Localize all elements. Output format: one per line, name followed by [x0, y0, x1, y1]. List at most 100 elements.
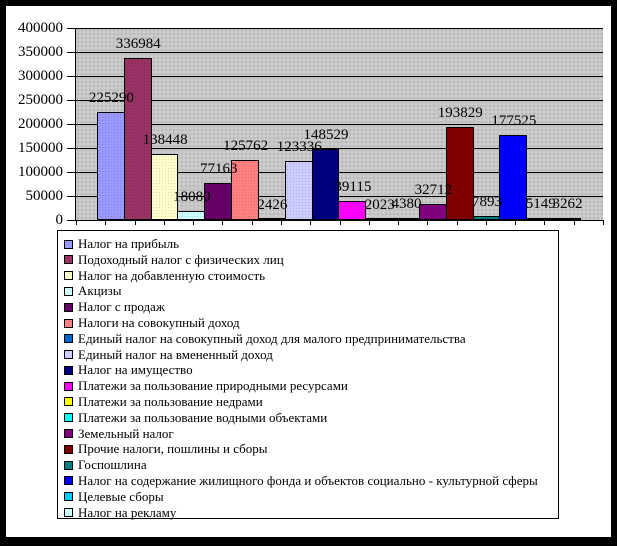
x-axis-tick	[456, 220, 458, 225]
legend-item-label: Налог с продаж	[78, 299, 165, 315]
gridline	[76, 124, 603, 125]
x-axis-tick	[134, 220, 136, 225]
bar-value-label: 77163	[199, 160, 238, 177]
bar-value-label: 3262	[552, 196, 583, 213]
legend-item-label: Платежи за пользование недрами	[78, 393, 263, 409]
legend-item-label: Налог на добавленную стоимость	[78, 267, 266, 283]
legend-item: Подоходный налог с физических лиц	[58, 252, 558, 268]
legend-item-label: Прочие налоги, пошлины и сборы	[78, 441, 268, 457]
legend-item-label: Платежи за пользование природными ресурс…	[78, 378, 348, 394]
legend-swatch-icon	[64, 286, 73, 296]
gridline	[76, 28, 603, 29]
y-axis-tick-label: 200000	[18, 116, 63, 132]
legend-item-label: Акцизы	[78, 283, 122, 299]
x-axis-tick	[163, 220, 165, 225]
y-axis-tick	[67, 196, 76, 197]
legend-swatch-icon	[64, 255, 73, 265]
legend-item-label: Единый налог на совокупный доход для мал…	[78, 330, 466, 346]
legend-swatch-icon	[64, 460, 73, 470]
bar-13	[418, 204, 447, 220]
legend-swatch-icon	[64, 302, 73, 312]
y-axis-tick	[67, 124, 76, 125]
legend-item: Единый налог на совокупный доход для мал…	[58, 331, 558, 347]
bar-value-label: 138448	[142, 131, 188, 148]
y-axis-tick-label: 400000	[18, 20, 63, 36]
legend-item-label: Налог на содержание жилищного фонда и об…	[78, 472, 538, 488]
y-axis-tick-label: 250000	[18, 92, 63, 108]
gridline	[76, 172, 603, 173]
y-axis-tick-label: 100000	[18, 164, 63, 180]
y-axis-tick-label: 150000	[18, 140, 63, 156]
y-axis-tick	[67, 148, 76, 149]
legend-swatch-icon	[64, 318, 73, 328]
x-axis-tick	[251, 220, 253, 225]
bar-value-label: 32712	[414, 182, 453, 199]
legend-item: Единый налог на вмененный доход	[58, 347, 558, 363]
bar-value-label: 5149	[525, 195, 556, 212]
legend-item-label: Налог на рекламу	[78, 504, 177, 520]
legend-item-label: Налог на имущество	[78, 362, 193, 378]
plot-area	[76, 28, 603, 220]
legend-swatch-icon	[64, 444, 73, 454]
legend-item-label: Подоходный налог с физических лиц	[78, 251, 284, 267]
bar-2	[123, 58, 152, 220]
x-axis-tick	[427, 220, 429, 225]
bar-value-label: 2426	[257, 196, 288, 213]
legend-item: Земельный налог	[58, 426, 558, 442]
bar-10	[338, 201, 367, 220]
gridline	[76, 76, 603, 77]
bar-value-label: 336984	[115, 36, 161, 53]
x-axis-tick	[105, 220, 107, 225]
legend-item: Прочие налоги, пошлины и сборы	[58, 441, 558, 457]
y-axis-tick	[67, 52, 76, 53]
bar-16	[499, 134, 528, 220]
y-axis-tick-label: 50000	[25, 188, 64, 204]
legend-item-label: Налог на прибыль	[78, 236, 179, 251]
bar-value-label: 225290	[88, 89, 134, 106]
y-axis-tick	[67, 76, 76, 77]
bar-18	[553, 218, 581, 220]
x-axis-tick	[310, 220, 312, 225]
legend: Налог на прибыль Подоходный налог с физич…	[57, 230, 559, 520]
gridline	[76, 100, 603, 101]
x-axis-tick	[76, 220, 77, 225]
legend-swatch-icon	[64, 508, 73, 518]
legend-item: Налог на имущество	[58, 362, 558, 378]
legend-item: Налог на содержание жилищного фонда и об…	[58, 473, 558, 489]
x-axis-tick	[398, 220, 400, 225]
legend-item-label: Налоги на совокупный доход	[78, 314, 240, 330]
bar-1	[97, 111, 125, 220]
bar-value-label: 123336	[276, 138, 322, 155]
y-axis-tick	[67, 100, 76, 101]
gridline	[76, 148, 603, 149]
x-axis-tick	[222, 220, 224, 225]
legend-swatch-icon	[64, 413, 73, 423]
legend-item: Госпошлина	[58, 457, 558, 473]
bar-value-label: 125762	[223, 137, 269, 154]
bar-9	[311, 148, 340, 220]
legend-item: Платежи за пользование водными объектами	[58, 410, 558, 426]
legend-swatch-icon	[64, 271, 73, 281]
bar-value-label: 18080	[173, 189, 211, 206]
bar-value-label: 4380	[391, 195, 422, 212]
legend-swatch-icon	[64, 381, 73, 391]
legend-item: Налог с продаж	[58, 299, 558, 315]
bar-4	[177, 211, 206, 220]
x-axis-tick	[339, 220, 341, 225]
legend-item: Налог на добавленную стоимость	[58, 268, 558, 284]
legend-item: Акцизы	[58, 283, 558, 299]
legend-item: Платежи за пользование природными ресурс…	[58, 378, 558, 394]
bar-14	[445, 126, 474, 220]
legend-item: Платежи за пользование недрами	[58, 394, 558, 410]
x-axis-tick	[515, 220, 517, 225]
legend-swatch-icon	[64, 334, 73, 344]
y-axis-tick	[67, 172, 76, 173]
bar-value-label: 7893	[472, 194, 503, 211]
legend-swatch-icon	[64, 397, 73, 407]
legend-item: Целевые сборы	[58, 489, 558, 505]
legend-item-label: Госпошлина	[78, 457, 147, 473]
gridline	[76, 196, 603, 197]
legend-swatch-icon	[64, 365, 73, 375]
legend-item: Налог на прибыль	[58, 236, 558, 252]
